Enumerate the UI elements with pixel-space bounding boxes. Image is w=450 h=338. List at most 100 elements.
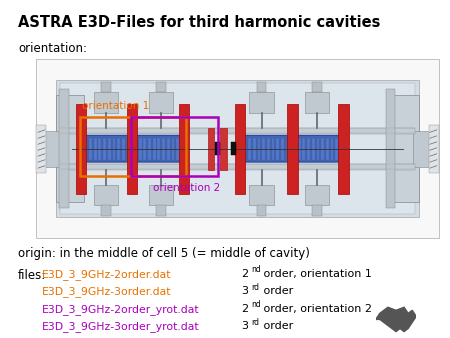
Bar xyxy=(262,138,265,160)
FancyBboxPatch shape xyxy=(287,104,298,193)
Text: nd: nd xyxy=(251,265,261,274)
Text: order: order xyxy=(260,286,293,296)
Bar xyxy=(103,138,106,160)
Bar xyxy=(176,138,179,160)
FancyBboxPatch shape xyxy=(81,135,130,162)
FancyBboxPatch shape xyxy=(312,81,322,92)
Text: files:: files: xyxy=(18,269,46,282)
FancyBboxPatch shape xyxy=(249,92,274,113)
Bar xyxy=(253,138,256,160)
Bar xyxy=(153,138,156,160)
FancyBboxPatch shape xyxy=(208,128,214,170)
FancyBboxPatch shape xyxy=(413,131,433,167)
Text: orientation 2: orientation 2 xyxy=(153,183,220,193)
Bar xyxy=(248,138,251,160)
FancyBboxPatch shape xyxy=(295,135,343,162)
FancyBboxPatch shape xyxy=(42,131,62,167)
FancyBboxPatch shape xyxy=(240,135,288,162)
Bar xyxy=(243,138,246,160)
FancyBboxPatch shape xyxy=(76,104,86,193)
Bar xyxy=(158,138,160,160)
FancyBboxPatch shape xyxy=(101,206,111,216)
FancyBboxPatch shape xyxy=(256,206,266,216)
Text: ASTRA E3D-Files for third harmonic cavities: ASTRA E3D-Files for third harmonic cavit… xyxy=(18,15,380,30)
Bar xyxy=(167,138,170,160)
FancyBboxPatch shape xyxy=(249,185,274,206)
Text: 2: 2 xyxy=(241,304,248,314)
Text: origin: in the middle of cell 5 (= middle of cavity): origin: in the middle of cell 5 (= middl… xyxy=(18,247,310,260)
Text: rd: rd xyxy=(251,283,259,292)
Text: 2: 2 xyxy=(241,269,248,279)
Bar xyxy=(117,138,120,160)
Bar xyxy=(162,138,165,160)
Bar xyxy=(89,138,92,160)
Text: 3: 3 xyxy=(241,321,248,332)
Bar xyxy=(94,138,97,160)
Text: 3: 3 xyxy=(241,286,248,296)
Text: order, orientation 1: order, orientation 1 xyxy=(260,269,372,279)
Bar xyxy=(317,138,319,160)
FancyBboxPatch shape xyxy=(126,104,137,193)
Bar xyxy=(312,138,315,160)
Bar xyxy=(148,138,151,160)
Text: orientation 1: orientation 1 xyxy=(82,101,149,112)
FancyBboxPatch shape xyxy=(56,80,418,217)
Text: E3D_3_9GHz-3order.dat: E3D_3_9GHz-3order.dat xyxy=(41,286,171,297)
Bar xyxy=(302,138,305,160)
Bar xyxy=(257,138,261,160)
FancyBboxPatch shape xyxy=(215,142,220,155)
Text: nd: nd xyxy=(251,300,261,310)
Text: order: order xyxy=(260,321,293,332)
Bar xyxy=(335,138,338,160)
Bar xyxy=(307,138,310,160)
Bar xyxy=(272,138,274,160)
FancyBboxPatch shape xyxy=(231,142,236,155)
Text: E3D_3_9GHz-2order_yrot.dat: E3D_3_9GHz-2order_yrot.dat xyxy=(41,304,199,315)
FancyBboxPatch shape xyxy=(179,104,189,193)
FancyBboxPatch shape xyxy=(60,83,414,214)
Bar xyxy=(171,138,175,160)
FancyBboxPatch shape xyxy=(94,185,118,206)
FancyBboxPatch shape xyxy=(101,81,111,92)
Bar xyxy=(108,138,111,160)
FancyBboxPatch shape xyxy=(60,128,414,134)
FancyBboxPatch shape xyxy=(60,164,414,170)
Text: orientation:: orientation: xyxy=(18,42,87,55)
FancyBboxPatch shape xyxy=(256,81,266,92)
FancyBboxPatch shape xyxy=(338,104,349,193)
Bar xyxy=(276,138,279,160)
FancyBboxPatch shape xyxy=(312,206,322,216)
Bar xyxy=(331,138,333,160)
Text: rd: rd xyxy=(251,318,259,327)
FancyBboxPatch shape xyxy=(136,135,184,162)
FancyBboxPatch shape xyxy=(56,95,84,202)
Bar xyxy=(99,138,101,160)
FancyBboxPatch shape xyxy=(429,125,439,173)
FancyBboxPatch shape xyxy=(156,81,166,92)
Bar xyxy=(144,138,146,160)
FancyBboxPatch shape xyxy=(305,185,329,206)
Text: order, orientation 2: order, orientation 2 xyxy=(260,304,372,314)
FancyBboxPatch shape xyxy=(36,125,46,173)
FancyBboxPatch shape xyxy=(305,92,329,113)
FancyBboxPatch shape xyxy=(220,128,226,170)
Bar xyxy=(84,138,87,160)
FancyBboxPatch shape xyxy=(156,206,166,216)
Bar xyxy=(122,138,125,160)
FancyBboxPatch shape xyxy=(235,104,245,193)
FancyBboxPatch shape xyxy=(149,185,173,206)
Text: E3D_3_9GHz-3order_yrot.dat: E3D_3_9GHz-3order_yrot.dat xyxy=(41,321,199,332)
Text: E3D_3_9GHz-2order.dat: E3D_3_9GHz-2order.dat xyxy=(41,269,171,280)
FancyBboxPatch shape xyxy=(36,59,439,238)
Bar xyxy=(267,138,270,160)
Bar xyxy=(326,138,329,160)
FancyBboxPatch shape xyxy=(59,89,69,209)
Bar xyxy=(281,138,284,160)
Bar xyxy=(139,138,141,160)
Polygon shape xyxy=(376,307,416,332)
Bar xyxy=(321,138,324,160)
Bar xyxy=(112,138,115,160)
FancyBboxPatch shape xyxy=(94,92,118,113)
FancyBboxPatch shape xyxy=(386,89,395,209)
FancyBboxPatch shape xyxy=(149,92,173,113)
